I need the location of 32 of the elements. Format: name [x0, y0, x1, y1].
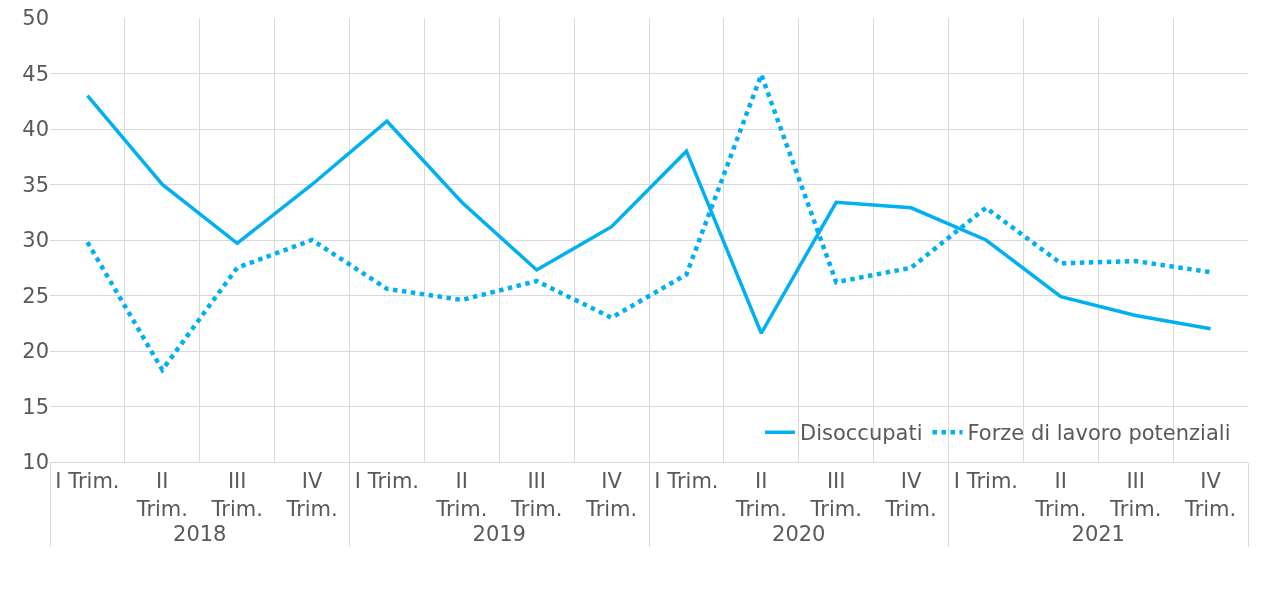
line-series	[85, 72, 1213, 373]
text: 2018	[173, 522, 227, 547]
text: 2021	[1071, 522, 1125, 547]
legend-label: Forze di lavoro potenziali	[967, 421, 1231, 446]
x-tick-label: III Trim.	[809, 469, 862, 521]
y-tick-label: 45	[22, 61, 49, 86]
x-tick-label: II Trim.	[435, 469, 488, 521]
x-tick-label: II Trim.	[1034, 469, 1087, 521]
y-tick-label: 10	[22, 450, 49, 475]
x-tick-label: II Trim.	[734, 469, 787, 521]
x-tick-label: IV Trim.	[884, 469, 937, 521]
y-tick-label: 25	[22, 283, 49, 308]
y-tick-label: 30	[22, 228, 49, 253]
x-tick-label: IV Trim.	[584, 469, 638, 521]
y-tick-label: 20	[22, 339, 49, 364]
y-tick-label: 35	[22, 172, 49, 197]
x-tick-label: III Trim.	[210, 469, 263, 521]
legend-label: Disoccupati	[800, 421, 923, 446]
text: 2020	[772, 522, 826, 547]
x-tick-label: II Trim.	[135, 469, 188, 521]
text: 2019	[472, 522, 526, 547]
x-tick-label: IV Trim.	[285, 469, 338, 521]
y-tick-label: 40	[22, 117, 49, 142]
x-tick-label: I Trim.	[55, 469, 120, 494]
x-tick-label: I Trim.	[354, 469, 420, 494]
x-tick-label: I Trim.	[654, 469, 719, 494]
x-tick-label: IV Trim.	[1183, 469, 1237, 521]
x-tick-label: III Trim.	[1109, 469, 1162, 521]
y-tick-label: 15	[22, 394, 49, 419]
y-tick-label: 50	[22, 6, 49, 31]
x-tick-label: I Trim.	[953, 469, 1019, 494]
x-tick-label: III Trim.	[510, 469, 563, 521]
